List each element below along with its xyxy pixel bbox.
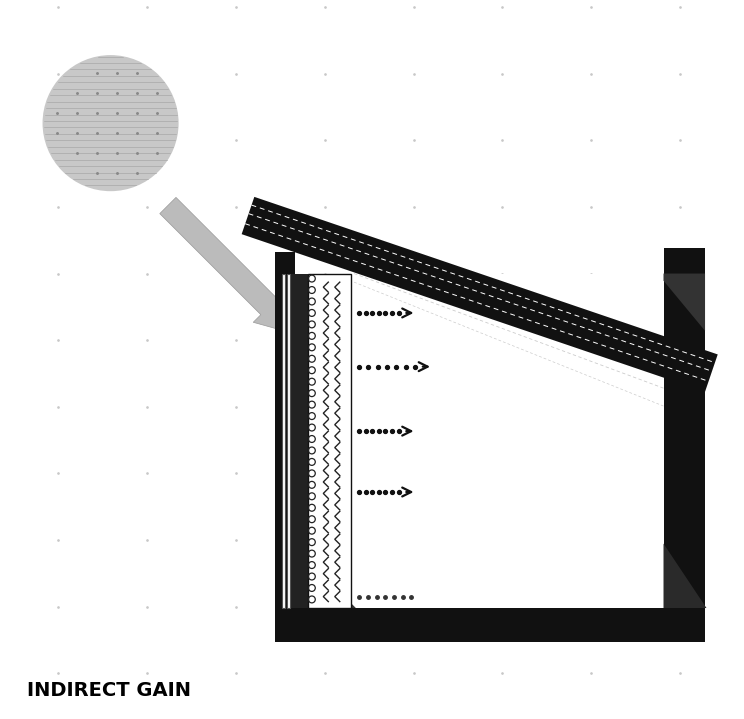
Bar	[664, 249, 705, 642]
Bar	[275, 608, 705, 642]
Bar	[275, 256, 295, 642]
Bar	[291, 273, 307, 608]
Circle shape	[42, 55, 179, 191]
Text: INDIRECT GAIN: INDIRECT GAIN	[27, 681, 190, 700]
Polygon shape	[664, 273, 705, 331]
Bar	[283, 273, 286, 608]
Polygon shape	[295, 547, 356, 608]
FancyArrow shape	[160, 198, 297, 334]
Polygon shape	[664, 544, 707, 608]
Polygon shape	[242, 197, 718, 392]
Bar	[275, 252, 295, 273]
Bar	[354, 273, 664, 608]
Bar	[287, 273, 290, 608]
Bar	[307, 273, 350, 608]
